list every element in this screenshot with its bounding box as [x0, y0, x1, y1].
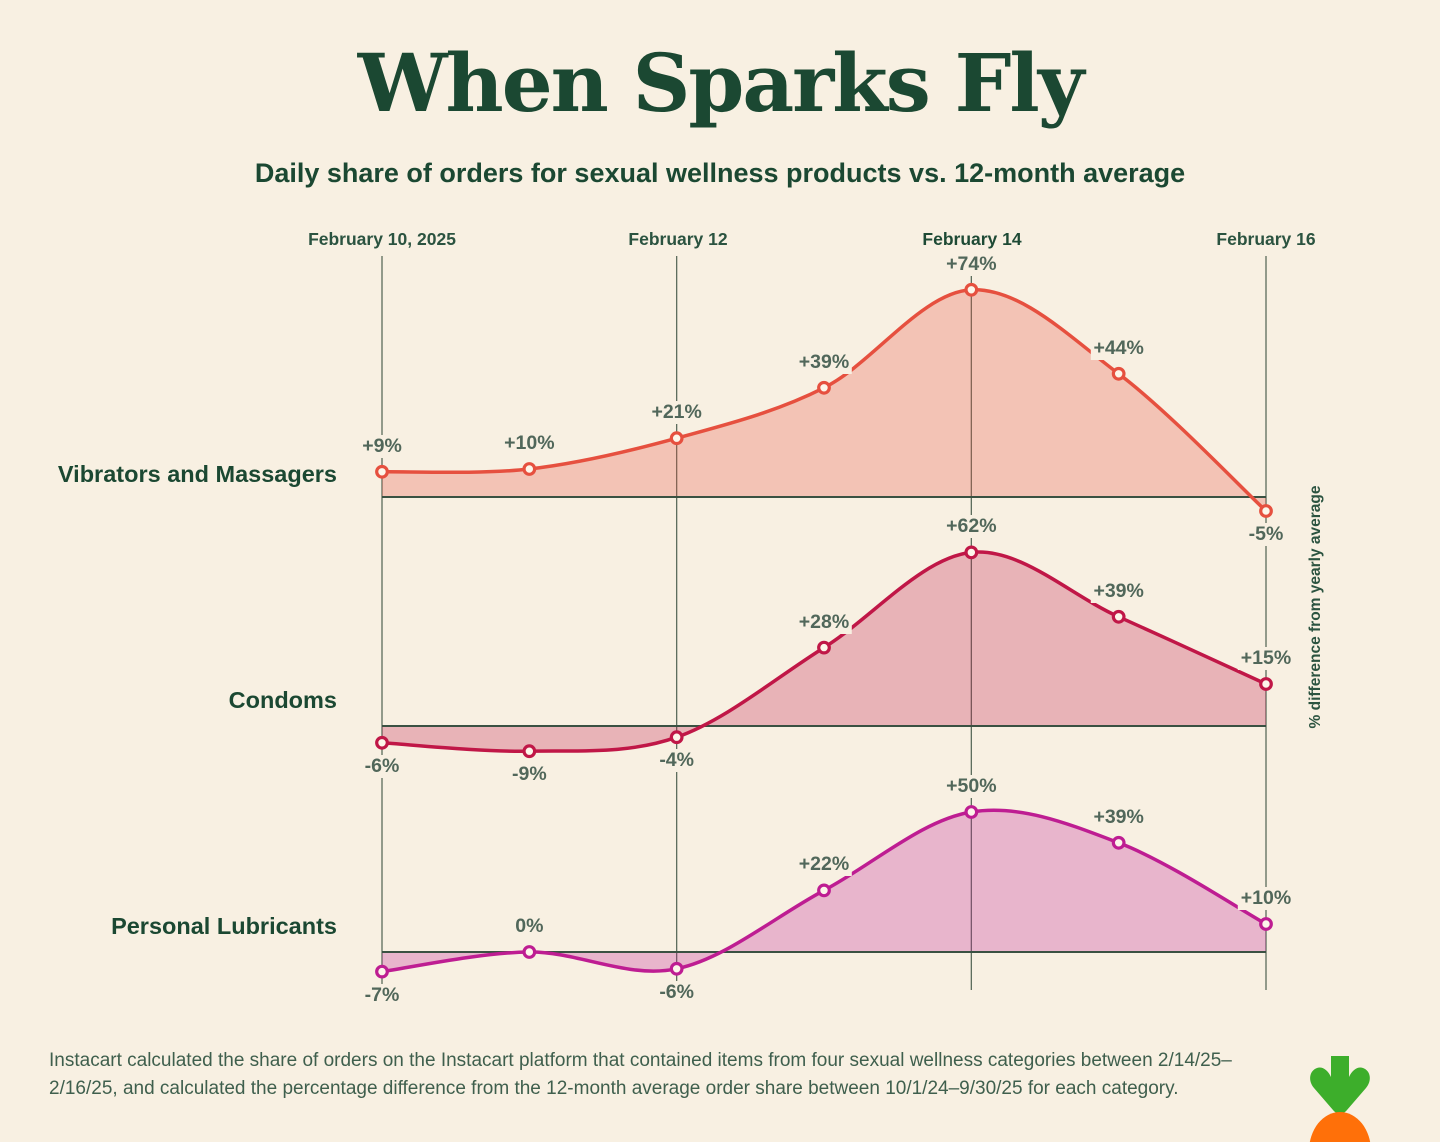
data-point-condoms [669, 730, 684, 745]
data-point-condoms [1111, 609, 1126, 624]
page-subtitle: Daily share of orders for sexual wellnes… [254, 158, 1186, 188]
page-title: When Sparks Fly [357, 36, 1085, 130]
data-point-personal-lubricants [817, 883, 831, 898]
data-point-vibrators-and-massagers [375, 464, 389, 479]
footnote: Instacart calculated the share of orders… [49, 1050, 1232, 1100]
data-point-condoms [1259, 677, 1273, 691]
series-label-condoms: Condoms [228, 687, 337, 713]
data-point-personal-lubricants [669, 961, 684, 976]
series-label-vibrators-and-massagers: Vibrators and Massagers [57, 461, 337, 487]
data-point-personal-lubricants [1111, 835, 1126, 850]
data-point-condoms [964, 545, 979, 560]
data-point-vibrators-and-massagers [1259, 504, 1273, 518]
data-point-condoms [522, 744, 537, 759]
data-point-condoms [817, 640, 831, 655]
series-label-personal-lubricants: Personal Lubricants [111, 913, 337, 939]
instacart-carrot-logo [1309, 1056, 1371, 1142]
x-axis-label-feb-10: February 10, 2025 [308, 229, 456, 249]
carrot-body-icon [1309, 1112, 1371, 1142]
carrot-leaf-arrow-icon [1310, 1056, 1370, 1114]
data-point-personal-lubricants [1259, 917, 1273, 931]
area-vibrators-and-massagers [382, 289, 1266, 511]
data-point-vibrators-and-massagers [964, 282, 979, 297]
x-axis-label-feb-16: February 16 [1216, 229, 1316, 249]
data-point-personal-lubricants [964, 805, 979, 819]
data-point-personal-lubricants [375, 964, 389, 979]
data-point-vibrators-and-massagers [669, 431, 684, 446]
data-point-vibrators-and-massagers [522, 462, 537, 476]
data-point-personal-lubricants [522, 945, 537, 959]
x-axis-label-feb-14: February 14 [922, 229, 1022, 249]
data-point-vibrators-and-massagers [1111, 366, 1126, 381]
x-axis-label-feb-12: February 12 [628, 229, 728, 249]
data-point-vibrators-and-massagers [817, 380, 831, 395]
data-point-condoms [375, 735, 389, 750]
